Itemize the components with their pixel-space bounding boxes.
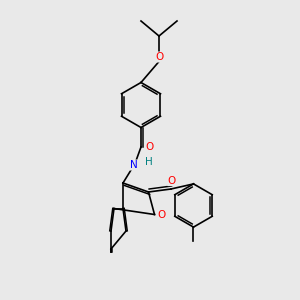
Text: N: N: [130, 160, 137, 170]
Text: H: H: [145, 157, 152, 167]
Text: O: O: [145, 142, 154, 152]
Text: O: O: [168, 176, 176, 186]
Text: O: O: [155, 52, 163, 62]
Text: O: O: [157, 209, 165, 220]
